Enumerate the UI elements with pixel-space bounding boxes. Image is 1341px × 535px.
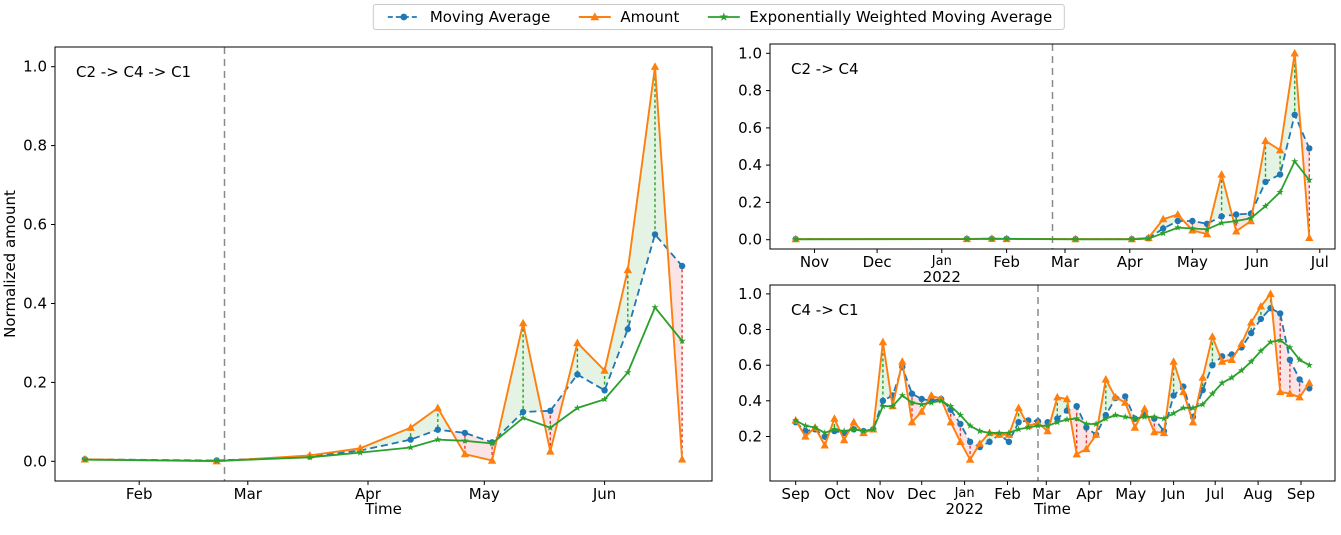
amount-line-icon <box>576 9 612 25</box>
series-amount-markers <box>791 289 1314 463</box>
ytick-label: 0.2 <box>23 373 47 391</box>
xtick-label: Dec <box>907 485 936 503</box>
legend-item-amount: Amount <box>576 8 679 26</box>
ytick-label: 0.8 <box>738 82 762 100</box>
xtick-year-label: 2022 <box>923 268 961 286</box>
series-ma-line <box>84 232 683 462</box>
legend: Moving Average Amount Exponentially Weig… <box>372 4 1066 30</box>
ytick-label: 0.4 <box>23 295 47 313</box>
series-ewma-line <box>795 159 1311 241</box>
xtick-label: Jan <box>954 486 975 501</box>
xtick-label: Sep <box>782 485 810 503</box>
y-axis-label: Normalized amount <box>1 190 19 338</box>
ytick-label: 0.4 <box>738 392 762 410</box>
xtick-label: Apr <box>355 485 382 503</box>
xtick-label: May <box>1177 253 1208 271</box>
xtick-label: Nov <box>865 485 894 503</box>
xtick-label: Feb <box>994 485 1021 503</box>
ytick-label: 0.2 <box>738 193 762 211</box>
xtick-label: Jun <box>1161 485 1185 503</box>
xtick-year-label: 2022 <box>946 500 984 518</box>
series-ewma-markers <box>792 336 1313 436</box>
xtick-label: Feb <box>993 253 1020 271</box>
series-amount-line <box>84 66 684 463</box>
legend-item-moving-average: Moving Average <box>386 8 551 26</box>
xtick-label: Mar <box>1032 485 1061 503</box>
subplot-left: 0.0 0.2 0.4 0.6 0.8 1.0 Feb Mar Apr May Jun C2 -> C… <box>1 46 713 518</box>
legend-item-ewma: Exponentially Weighted Moving Average <box>705 8 1052 26</box>
ytick-label: 0.0 <box>738 231 762 249</box>
xtick-label: Sep <box>1287 485 1315 503</box>
legend-label-moving-average: Moving Average <box>429 8 551 26</box>
ewma-line-icon <box>705 9 741 25</box>
xtick-label: May <box>469 485 500 503</box>
xtick-label: Mar <box>1051 253 1080 271</box>
series-ewma-markers <box>792 157 1313 243</box>
subplot-title: C2 -> C4 -> C1 <box>76 63 191 81</box>
xtick-label: Apr <box>1076 485 1103 503</box>
xtick-label: Mar <box>234 485 263 503</box>
ytick-label: 1.0 <box>738 44 762 62</box>
ytick-label: 1.0 <box>23 58 47 76</box>
ytick-label: 0.8 <box>23 137 47 155</box>
ytick-label: 0.2 <box>738 428 762 446</box>
moving-average-line-icon <box>386 9 422 25</box>
xtick-label: Aug <box>1243 485 1272 503</box>
xtick-label: Jun <box>1244 253 1268 271</box>
xtick-label: Feb <box>126 485 153 503</box>
xtick-label: Jul <box>1205 485 1224 503</box>
ytick-label: 0.8 <box>738 321 762 339</box>
series-ewma-markers <box>81 303 686 464</box>
series-amount-markers <box>80 62 687 465</box>
ytick-label: 0.6 <box>738 356 762 374</box>
x-axis-label: Time <box>364 500 402 518</box>
ytick-label: 0.0 <box>23 452 47 470</box>
subplot-title: C2 -> C4 <box>791 60 859 78</box>
ytick-label: 0.4 <box>738 156 762 174</box>
xtick-label: May <box>1115 485 1146 503</box>
xtick-label: Nov <box>800 253 829 271</box>
ytick-label: 0.6 <box>23 216 47 234</box>
xtick-label: Jun <box>592 485 616 503</box>
series-ma-markers <box>81 231 686 464</box>
x-axis-label: Time <box>1033 500 1071 518</box>
subplot-title: C4 -> C1 <box>791 301 859 319</box>
ytick-label: 0.6 <box>738 119 762 137</box>
xtick-label: Dec <box>863 253 892 271</box>
xtick-label: Jul <box>1310 253 1329 271</box>
legend-label-amount: Amount <box>620 8 680 26</box>
xtick-label: Oct <box>824 485 850 503</box>
xtick-label: Jan <box>931 254 952 269</box>
xtick-label: Apr <box>1117 253 1144 271</box>
ytick-label: 1.0 <box>738 285 762 303</box>
legend-label-ewma: Exponentially Weighted Moving Average <box>749 8 1053 26</box>
